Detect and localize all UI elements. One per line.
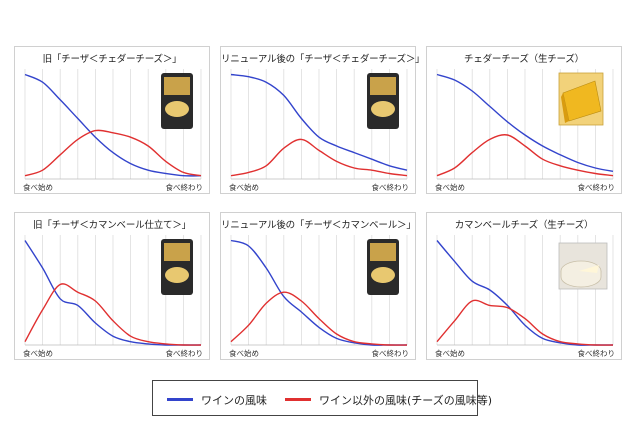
series-line-wine [24, 240, 201, 346]
chart-title: 旧「チーザ＜チェダーチーズ＞」 [42, 54, 182, 65]
x-label-start: 食べ始め [23, 182, 53, 192]
series-line-wine [436, 73, 614, 172]
cheese-snack-package-icon [367, 239, 399, 295]
line-chart: 食べ始め 食べ終わり [435, 69, 616, 192]
chart-panel: チェダーチーズ（生チーズ） 食べ始め 食べ終わり [426, 46, 622, 194]
series-line-wine [230, 239, 407, 346]
series-line-other [24, 129, 202, 177]
x-label-start: 食べ始め [435, 348, 465, 358]
series-line-wine [24, 73, 202, 177]
x-label-end: 食べ終わり [372, 348, 410, 358]
chart-title: リニューアル後の「チーザ＜チェダーチーズ＞」 [221, 54, 425, 65]
chart-title: チェダーチーズ（生チーズ） [464, 54, 584, 65]
cheese-snack-package-icon [161, 239, 193, 295]
x-label-end: 食べ終わり [166, 182, 204, 192]
legend-other-label: ワイン以外の風味(チーズの風味等) [319, 394, 493, 407]
chart-panel: リニューアル後の「チーザ＜チェダーチーズ＞」食べ始め 食べ終わり [220, 46, 425, 194]
legend-wine-swatch [167, 398, 193, 401]
x-label-end: 食べ終わり [578, 348, 616, 358]
legend-wine-label: ワインの風味 [201, 394, 267, 407]
camembert-cheese-icon [558, 242, 608, 290]
line-chart: 食べ始め 食べ終わり [23, 235, 204, 358]
x-label-start: 食べ始め [229, 348, 259, 358]
cheese-snack-package-icon [367, 73, 399, 129]
chart-title: リニューアル後の「チーザ＜カマンベール＞」 [221, 220, 416, 231]
line-chart: 食べ始め 食べ終わり [23, 69, 204, 192]
line-chart: 食べ始め 食べ終わり [229, 235, 410, 358]
cheddar-cheese-icon [558, 72, 604, 126]
x-label-end: 食べ終わり [166, 348, 204, 358]
chart-panel: 旧「チーザ＜チェダーチーズ＞」食べ始め 食べ終わり [14, 46, 210, 194]
line-chart: 食べ始め 食べ終わり [229, 69, 410, 192]
series-line-other [436, 134, 614, 177]
legend: ワインの風味 ワイン以外の風味(チーズの風味等) [152, 380, 492, 416]
chart-title: 旧「チーザ＜カマンベール仕立て＞」 [33, 220, 191, 231]
legend-other-swatch [285, 398, 311, 401]
chart-panel: リニューアル後の「チーザ＜カマンベール＞」食べ始め 食べ終わり [220, 212, 416, 360]
series-line-other [436, 299, 614, 346]
series-line-wine [436, 240, 613, 346]
series-line-other [24, 283, 202, 346]
series-line-other [230, 138, 408, 177]
chart-title: カマンベールチーズ（生チーズ） [454, 220, 594, 231]
chart-panel: カマンベールチーズ（生チーズ） 食べ始め 食べ終わり [426, 212, 622, 360]
line-chart: 食べ始め 食べ終わり [435, 235, 616, 358]
series-line-wine [230, 73, 408, 171]
series-line-other [230, 291, 408, 346]
x-label-start: 食べ始め [23, 348, 53, 358]
cheese-snack-package-icon [161, 73, 193, 129]
x-label-end: 食べ終わり [372, 182, 410, 192]
chart-panel: 旧「チーザ＜カマンベール仕立て＞」食べ始め 食べ終わり [14, 212, 210, 360]
x-label-end: 食べ終わり [578, 182, 616, 192]
x-label-start: 食べ始め [435, 182, 465, 192]
x-label-start: 食べ始め [229, 182, 259, 192]
